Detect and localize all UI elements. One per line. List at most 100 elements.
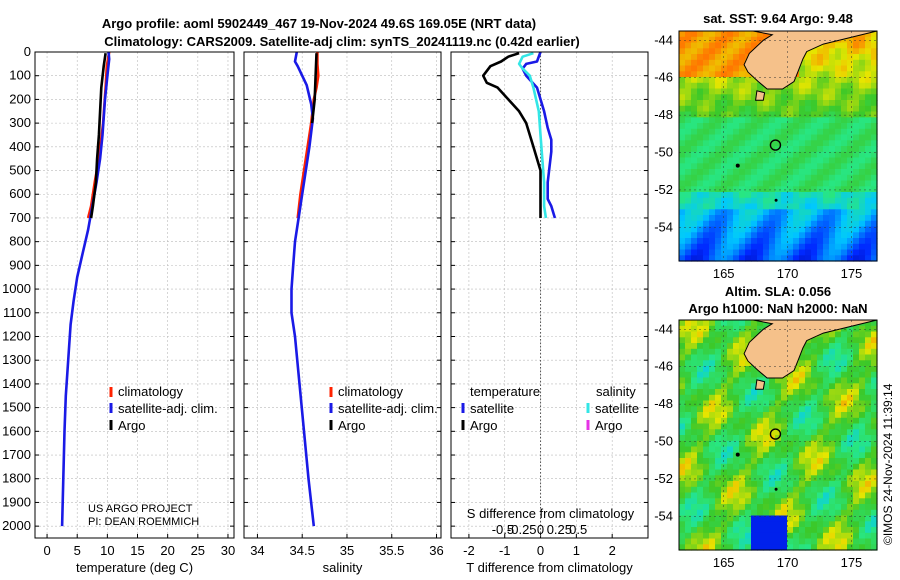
map-cell xyxy=(787,238,794,245)
y-tick-label: 1600 xyxy=(2,423,31,438)
figure-title-line2: Climatology: CARS2009. Satellite-adj cli… xyxy=(104,34,579,49)
map-cell xyxy=(835,492,842,499)
map-cell xyxy=(865,123,872,130)
map-cell xyxy=(715,157,722,164)
series-line-argo xyxy=(310,53,318,124)
map-cell xyxy=(847,377,854,384)
map-cell xyxy=(751,186,758,193)
map-cell xyxy=(793,226,800,233)
map-cell xyxy=(739,209,746,216)
map-cell xyxy=(817,94,824,101)
map-cell xyxy=(703,452,710,459)
map-cell xyxy=(817,348,824,356)
map-cell xyxy=(715,111,722,118)
map-cell xyxy=(871,197,878,205)
map-lat-label: -46 xyxy=(654,359,673,374)
map-cell xyxy=(709,435,716,442)
map-cell xyxy=(871,538,878,545)
map-cell xyxy=(739,146,746,153)
map-cell xyxy=(727,65,734,72)
map-cell xyxy=(793,400,800,407)
map-cell xyxy=(739,123,746,130)
map-cell xyxy=(847,509,854,517)
map-cell xyxy=(823,151,830,159)
map-cell xyxy=(727,243,734,251)
map-cell xyxy=(733,157,740,164)
map-cell xyxy=(781,157,788,164)
map-cell xyxy=(709,134,716,141)
map-cell xyxy=(679,440,686,448)
map-cell xyxy=(835,504,842,511)
map-cell xyxy=(745,417,752,425)
map-cell xyxy=(853,105,860,113)
map-cell xyxy=(691,440,698,448)
map-cell xyxy=(745,463,752,471)
map-cell xyxy=(823,406,830,413)
map-cell xyxy=(799,169,806,176)
map-cell xyxy=(697,331,704,338)
map-cell xyxy=(865,544,872,551)
map-cell xyxy=(703,192,710,199)
map-cell xyxy=(727,452,734,459)
map-cell xyxy=(835,348,842,356)
map-cell xyxy=(775,111,782,118)
map-cell xyxy=(691,515,698,522)
map-cell xyxy=(829,146,836,153)
map-cell xyxy=(853,354,860,361)
map-cell xyxy=(847,94,854,101)
map-cell xyxy=(751,31,758,38)
map-cell xyxy=(805,360,812,367)
map-cell xyxy=(721,406,728,413)
island-campbell xyxy=(774,487,778,491)
map-cell xyxy=(811,475,818,482)
map-cell xyxy=(709,463,716,471)
map-cell xyxy=(871,220,878,228)
map-cell xyxy=(697,94,704,101)
map-cell xyxy=(781,192,788,199)
map-cell xyxy=(757,169,764,176)
map-cell xyxy=(787,186,794,193)
map-cell xyxy=(823,486,830,494)
map-cell xyxy=(763,105,770,113)
map-cell xyxy=(721,100,728,107)
map-cell xyxy=(685,128,692,136)
map-cell xyxy=(841,354,848,361)
map-cell xyxy=(733,400,740,407)
map-cell xyxy=(865,337,872,344)
map-cell xyxy=(775,134,782,141)
map-cell xyxy=(733,134,740,141)
map-cell xyxy=(865,383,872,390)
map-cell xyxy=(691,111,698,118)
map-cell xyxy=(679,42,686,49)
map-cell xyxy=(721,77,728,84)
map-cell xyxy=(709,243,716,251)
map-cell xyxy=(733,412,740,419)
map-cell xyxy=(829,486,836,494)
map-cell xyxy=(703,180,710,187)
map-cell xyxy=(721,94,728,101)
map-cell xyxy=(751,504,758,511)
map-cell xyxy=(793,417,800,425)
map-cell xyxy=(823,232,830,239)
map-cell xyxy=(865,82,872,90)
map-cell xyxy=(703,423,710,430)
map-cell xyxy=(679,88,686,95)
map-cell xyxy=(829,140,836,147)
map-cell xyxy=(793,412,800,419)
map-cell xyxy=(691,538,698,545)
map-cell xyxy=(871,527,878,534)
map-cell xyxy=(715,377,722,384)
map-cell xyxy=(817,88,824,95)
map-cell xyxy=(817,366,824,373)
map-cell xyxy=(751,243,758,251)
map-cell xyxy=(691,452,698,459)
map-cell xyxy=(685,521,692,528)
map-cell xyxy=(865,203,872,210)
map-cell xyxy=(847,371,854,379)
map-cell xyxy=(865,226,872,233)
map-cell xyxy=(817,343,824,350)
map-cell xyxy=(817,255,824,262)
map-cell xyxy=(781,394,788,402)
map-cell xyxy=(703,337,710,344)
map-cell xyxy=(853,481,860,488)
